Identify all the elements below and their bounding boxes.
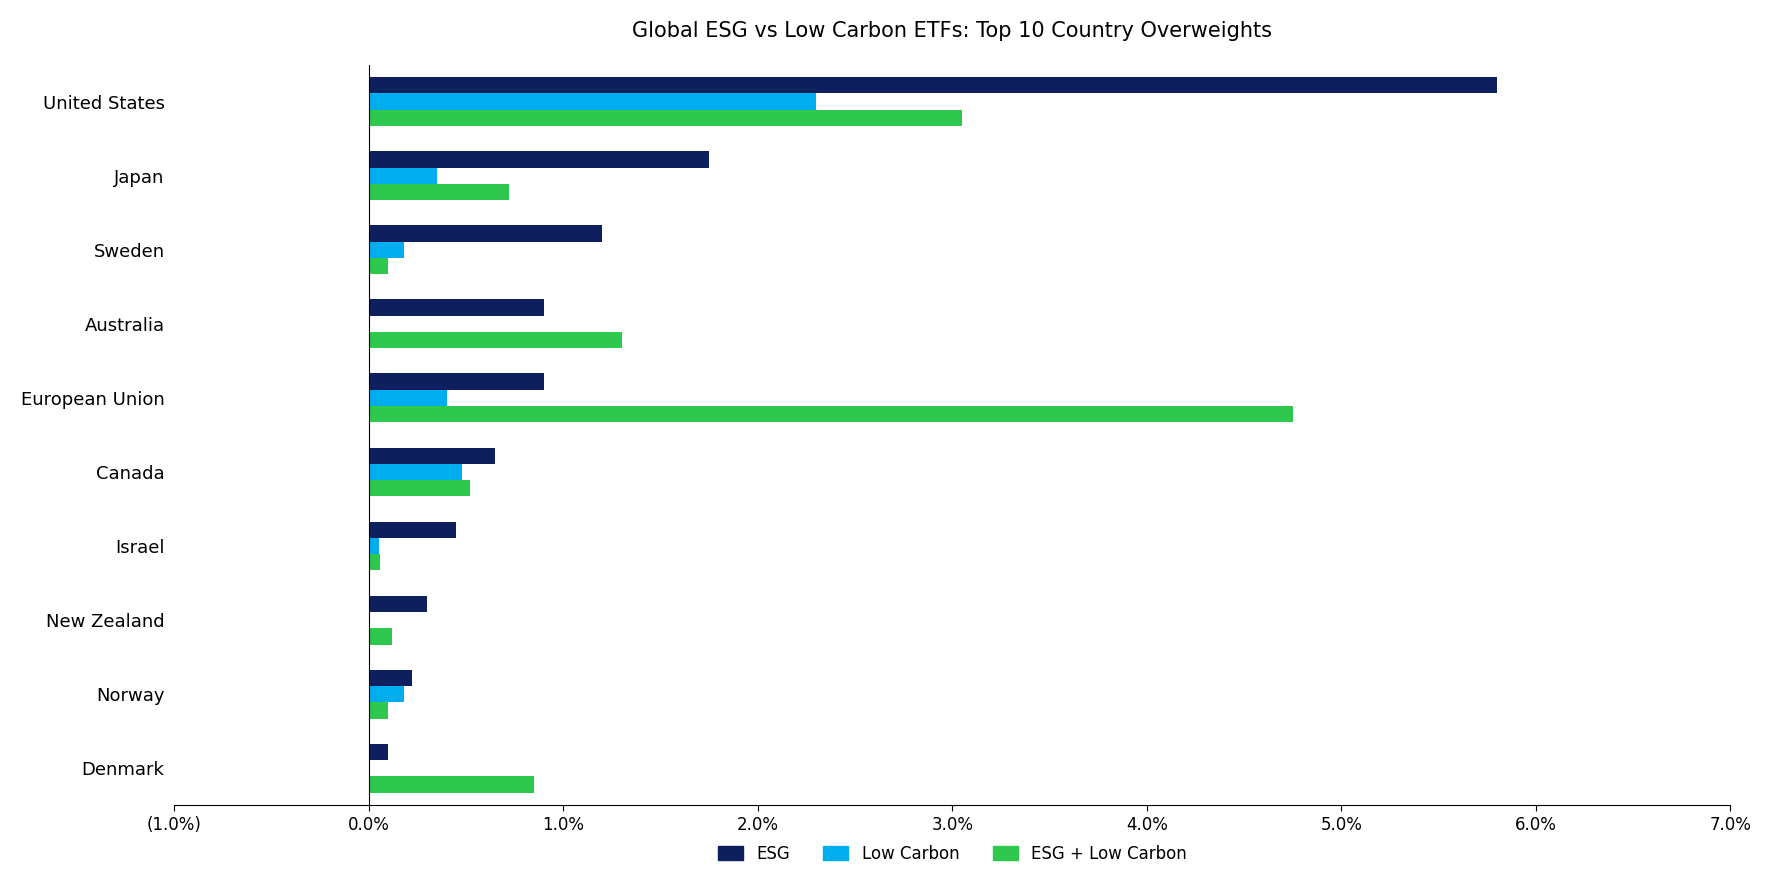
Bar: [369, 628, 392, 644]
Bar: [369, 94, 817, 110]
Bar: [369, 554, 381, 571]
Bar: [369, 686, 404, 703]
Bar: [369, 464, 462, 480]
Bar: [369, 776, 533, 793]
Bar: [369, 744, 388, 760]
Bar: [369, 447, 494, 464]
Title: Global ESG vs Low Carbon ETFs: Top 10 Country Overweights: Global ESG vs Low Carbon ETFs: Top 10 Co…: [633, 21, 1272, 41]
Bar: [369, 167, 438, 184]
Bar: [369, 225, 602, 242]
Bar: [369, 152, 709, 167]
Bar: [369, 406, 1292, 423]
Bar: [369, 77, 1497, 94]
Bar: [369, 332, 622, 348]
Bar: [369, 258, 388, 275]
Bar: [369, 670, 411, 686]
Bar: [369, 703, 388, 719]
Bar: [369, 522, 457, 538]
Legend: ESG, Low Carbon, ESG + Low Carbon: ESG, Low Carbon, ESG + Low Carbon: [709, 836, 1194, 871]
Bar: [369, 480, 470, 496]
Bar: [369, 299, 544, 315]
Bar: [369, 242, 404, 258]
Bar: [369, 110, 962, 126]
Bar: [369, 595, 427, 612]
Bar: [369, 538, 379, 554]
Bar: [369, 390, 447, 406]
Bar: [369, 374, 544, 390]
Bar: [369, 184, 509, 200]
